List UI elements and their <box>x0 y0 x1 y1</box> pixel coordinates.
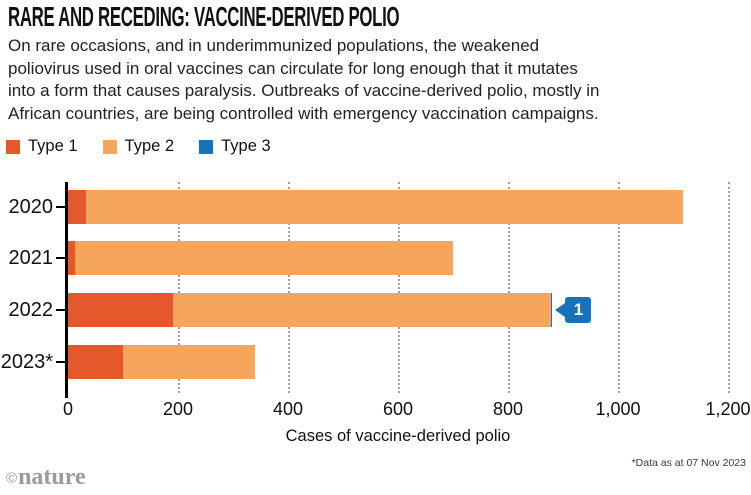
copyright-icon: © <box>6 470 18 487</box>
nature-logo: © nature <box>6 464 86 491</box>
y-tick-label: 2023* <box>0 350 53 373</box>
type1-swatch-icon <box>6 139 20 154</box>
legend-label: Type 1 <box>28 137 78 155</box>
x-tick-label: 600 <box>382 399 414 419</box>
bar-segment-type1 <box>68 344 123 379</box>
callout-pointer-icon <box>555 302 566 317</box>
y-tick-mark <box>56 360 65 363</box>
gridline <box>288 182 290 393</box>
bar-2022 <box>68 292 552 327</box>
x-tick-label: 400 <box>272 399 304 419</box>
bar-2023 <box>68 344 255 379</box>
bar-segment-type2 <box>75 241 453 276</box>
gridline <box>398 182 400 393</box>
y-tick-label: 2021 <box>8 247 54 270</box>
type3-swatch-icon <box>199 139 214 154</box>
bar-2020 <box>68 189 683 224</box>
description-line: poliovirus used in oral vaccines can cir… <box>8 58 578 78</box>
legend-item-type2: Type 2 <box>102 137 175 156</box>
legend-item-type3: Type 3 <box>199 137 271 156</box>
plot-area: 1 <box>68 182 730 393</box>
x-axis-title: Cases of vaccine-derived polio <box>285 427 511 445</box>
gridline <box>508 182 510 393</box>
bar-segment-type1 <box>68 241 76 276</box>
brand-text: nature <box>18 464 86 490</box>
annotation-value: 1 <box>565 296 592 323</box>
legend: Type 1 Type 2 Type 3 <box>6 137 271 156</box>
x-tick-label: 0 <box>62 399 74 419</box>
legend-item-type1: Type 1 <box>6 137 78 156</box>
gridline <box>178 182 180 393</box>
bar-segment-type1 <box>68 189 87 224</box>
gridline <box>618 182 620 393</box>
bar-segment-type1 <box>68 292 173 327</box>
y-axis-line <box>65 182 68 398</box>
description-line: African countries, are being controlled … <box>8 103 599 123</box>
legend-label: Type 2 <box>124 137 175 155</box>
x-tick-label: 1,000 <box>595 399 641 419</box>
y-tick-mark <box>56 257 65 260</box>
data-footnote: *Data as at 07 Nov 2023 <box>631 457 746 469</box>
x-tick-label: 800 <box>492 399 524 419</box>
y-tick-label: 2022 <box>8 298 54 321</box>
annotation-callout: 1 <box>555 296 592 323</box>
y-tick-mark <box>56 308 65 311</box>
x-tick-label: 1,200 <box>705 399 751 419</box>
x-tick-label: 200 <box>162 399 194 419</box>
bar-segment-type2 <box>172 292 551 327</box>
y-tick-label: 2020 <box>8 195 54 218</box>
bar-2021 <box>68 241 453 276</box>
description-line: into a form that causes paralysis. Outbr… <box>8 81 600 100</box>
y-tick-mark <box>56 205 65 208</box>
description-line: On rare occasions, and in underimmunized… <box>8 36 540 55</box>
bar-segment-type2 <box>123 344 255 379</box>
chart-description: On rare occasions, and in underimmunized… <box>8 35 600 125</box>
chart-title: RARE AND RECEDING: VACCINE-DERIVED POLIO <box>8 1 400 32</box>
gridline <box>728 182 730 393</box>
bar-segment-type2 <box>86 189 683 224</box>
legend-label: Type 3 <box>221 137 271 155</box>
type2-swatch-icon <box>102 139 117 154</box>
bar-segment-type3 <box>550 292 552 327</box>
